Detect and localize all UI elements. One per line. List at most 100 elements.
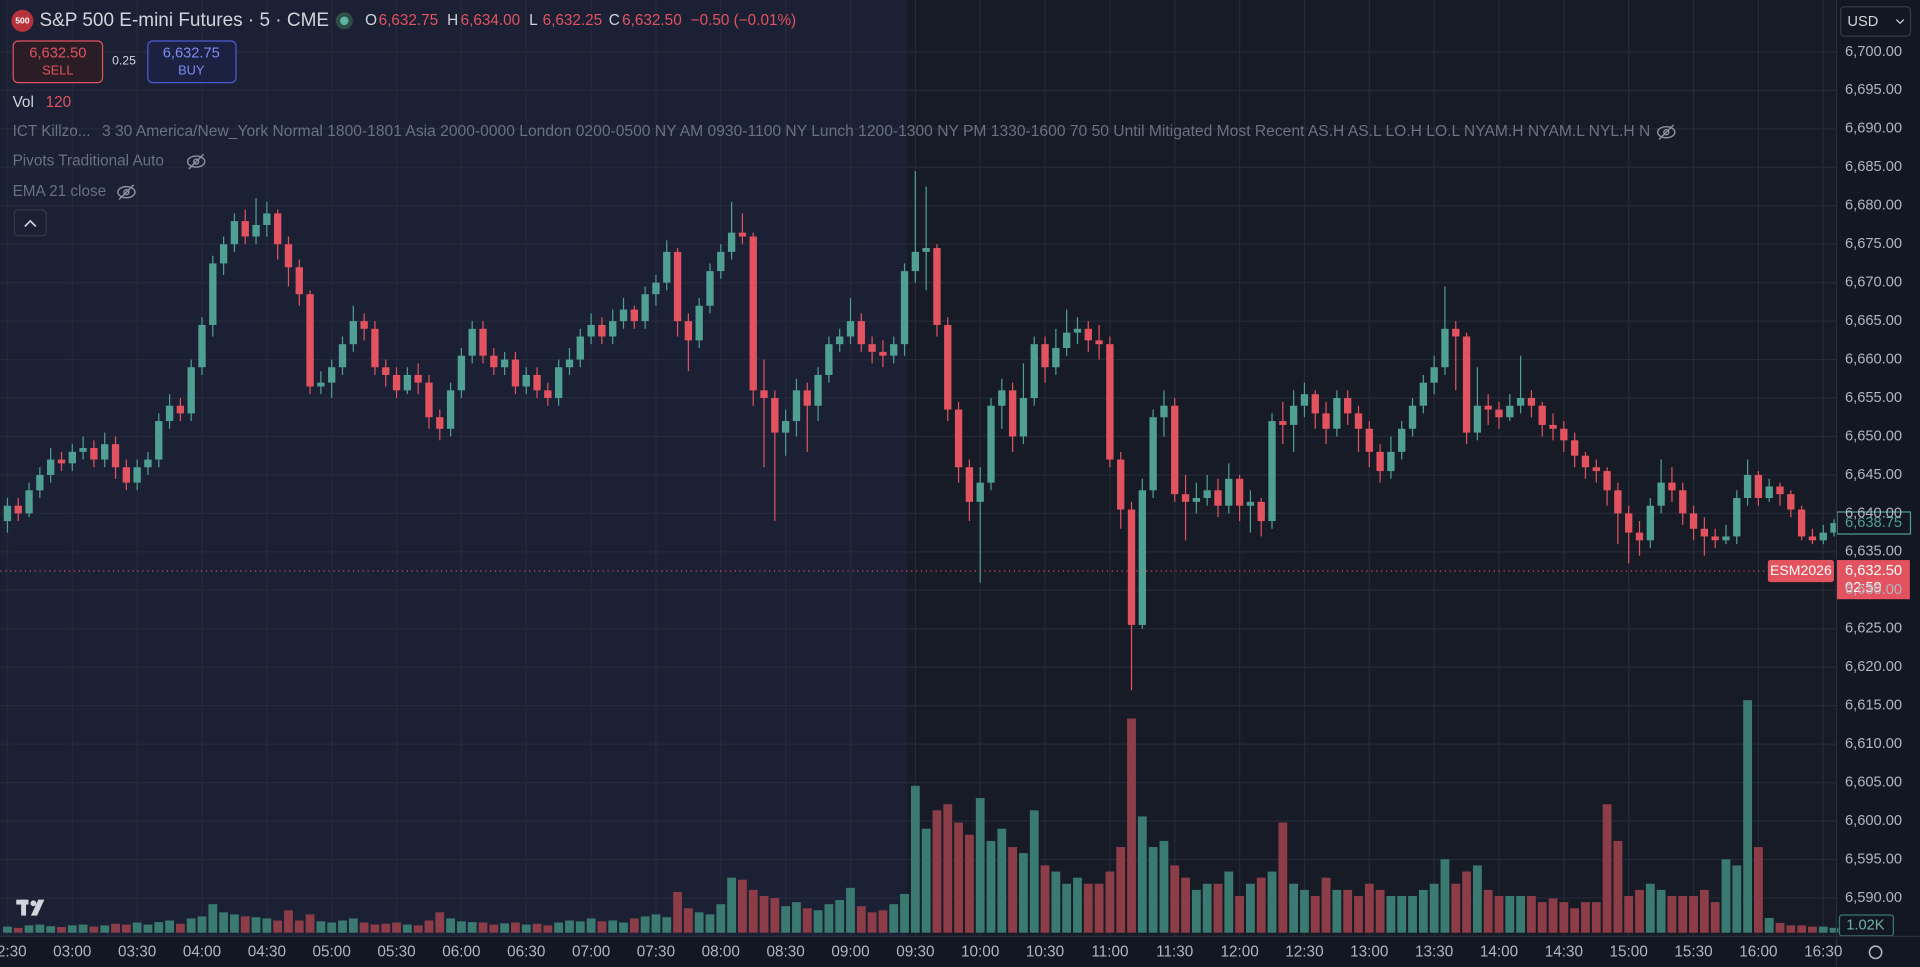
ohlc-value: 6,634.00 xyxy=(461,12,521,29)
ohlc-value: 6,632.50 xyxy=(622,12,682,29)
tv-logo[interactable] xyxy=(16,899,45,916)
volume-bar xyxy=(240,916,250,933)
volume-bar xyxy=(1656,889,1666,933)
candle-body xyxy=(1646,505,1654,541)
candle-body xyxy=(1235,478,1244,506)
indicator-name[interactable]: EMA 21 close xyxy=(13,183,107,200)
volume-bar xyxy=(910,785,920,933)
volume-bar xyxy=(327,922,337,933)
volume-bar xyxy=(932,810,942,933)
candle-body xyxy=(825,344,833,375)
volume-bar xyxy=(1245,883,1255,933)
candle-body xyxy=(933,248,941,325)
eye-off-icon[interactable] xyxy=(1656,124,1676,141)
candle-body xyxy=(1408,405,1417,429)
volume-bar xyxy=(305,914,315,933)
indicator-name[interactable]: Pivots Traditional Auto xyxy=(13,153,164,170)
candle-body xyxy=(738,232,747,237)
volume-bar xyxy=(900,893,909,933)
volume-bar xyxy=(1462,871,1471,933)
candle-body xyxy=(490,355,498,368)
buy-button[interactable] xyxy=(147,40,237,84)
y-tick-label: 6,660.00 xyxy=(1845,351,1902,367)
volume-bar xyxy=(1808,926,1817,933)
ohlc-label: L xyxy=(529,12,538,29)
volume-legend[interactable]: Vol xyxy=(13,94,34,111)
volume-bar xyxy=(381,923,391,933)
y-tick-label: 6,670.00 xyxy=(1845,275,1902,291)
candle-body xyxy=(1041,344,1049,368)
volume-bar xyxy=(1040,865,1050,933)
volume-bar xyxy=(1137,816,1147,933)
candle-body xyxy=(1484,405,1492,410)
volume-bar xyxy=(554,922,564,933)
candle-body xyxy=(944,324,952,410)
indicator-params: 3 30 America/New_York Normal 1800-1801 A… xyxy=(102,123,1650,140)
candle-body xyxy=(306,294,314,387)
y-tick-label: 6,690.00 xyxy=(1845,121,1902,137)
symbol-badge[interactable] xyxy=(11,9,34,32)
candle-body xyxy=(1452,328,1460,337)
volume-bar xyxy=(813,910,823,933)
volume-bar xyxy=(208,904,218,933)
symbol-title[interactable]: S&P 500 E-mini Futures · 5 · CME xyxy=(40,10,330,31)
candle-body xyxy=(1614,490,1622,514)
volume-bar xyxy=(575,921,585,933)
spread: 0.25 xyxy=(112,53,136,67)
volume-bar xyxy=(1829,927,1839,933)
volume-bar xyxy=(392,922,401,933)
candle-body xyxy=(133,467,141,483)
candle-body xyxy=(695,305,703,341)
candle-body xyxy=(663,251,671,283)
y-tick-label: 6,685.00 xyxy=(1845,159,1902,175)
x-tick-label: 04:30 xyxy=(248,943,286,960)
volume-bar xyxy=(1321,877,1331,933)
candle-body xyxy=(500,359,509,368)
volume-bar xyxy=(608,920,618,933)
candle-body xyxy=(1376,451,1384,472)
volume-bar xyxy=(456,921,466,933)
collapse-button[interactable] xyxy=(13,209,47,237)
volume-bar xyxy=(1224,871,1234,933)
x-tick-label: 14:00 xyxy=(1480,943,1518,960)
x-tick-label: 13:00 xyxy=(1350,943,1388,960)
dropdown-arrow xyxy=(1895,19,1905,25)
volume-bar xyxy=(1397,896,1407,933)
candle-body xyxy=(1668,482,1676,491)
candle-body xyxy=(382,367,390,375)
candle-body xyxy=(1354,413,1363,429)
buy-label: BUY xyxy=(178,62,205,77)
x-tick-label: 06:00 xyxy=(442,943,480,960)
volume-bar xyxy=(1548,898,1558,933)
eye-off-icon[interactable] xyxy=(117,184,136,201)
candle-body xyxy=(3,505,12,522)
current-price-box xyxy=(1836,560,1910,600)
volume-bar xyxy=(1743,700,1752,933)
candle-body xyxy=(554,367,563,399)
candle-body xyxy=(1149,417,1157,491)
volume-bar xyxy=(1472,865,1482,933)
volume-bar xyxy=(1418,889,1428,933)
currency-dropdown[interactable] xyxy=(1840,6,1912,37)
candle-body xyxy=(1635,532,1644,541)
candle-body xyxy=(263,213,271,225)
indicator-name[interactable]: ICT Killzo... xyxy=(13,123,91,140)
candle-body xyxy=(1268,421,1276,522)
sell-button[interactable] xyxy=(12,40,104,84)
volume-bar xyxy=(629,918,639,933)
volume-bar xyxy=(1213,883,1223,933)
candle-body xyxy=(1797,509,1806,537)
volume-bar xyxy=(197,916,207,933)
candle-body xyxy=(1084,328,1092,341)
y-tick-label: 6,590.00 xyxy=(1845,890,1902,906)
volume-bar xyxy=(954,822,963,933)
x-tick-label: 12:00 xyxy=(1220,943,1258,960)
candle-body xyxy=(479,328,487,356)
volume-bar xyxy=(748,889,758,933)
volume-bar xyxy=(13,927,23,933)
candle-body xyxy=(122,467,131,483)
eye-off-icon[interactable] xyxy=(186,153,206,170)
settings-icon[interactable] xyxy=(1868,945,1883,960)
last-close-label: 6,638.75 xyxy=(1845,515,1902,531)
